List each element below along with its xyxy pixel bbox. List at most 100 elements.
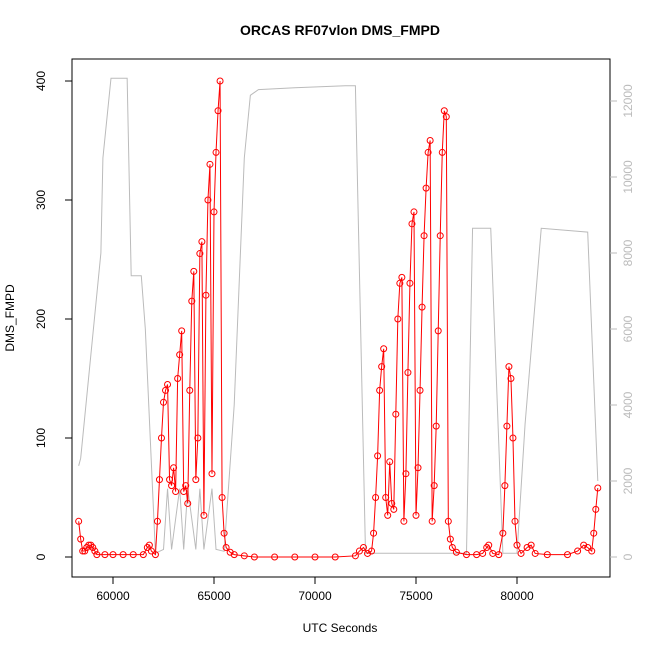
data-point	[499, 529, 507, 537]
data-point	[434, 327, 442, 335]
data-point	[176, 351, 184, 359]
data-point	[386, 458, 394, 466]
data-point	[390, 505, 398, 513]
data-point	[398, 273, 406, 281]
data-point	[216, 77, 224, 85]
data-point	[331, 553, 339, 561]
data-point	[81, 547, 89, 555]
data-point	[192, 476, 200, 484]
data-point	[151, 551, 159, 559]
y2-tick-label: 4000	[621, 391, 635, 418]
data-point	[174, 375, 182, 383]
data-point	[172, 488, 180, 496]
data-point	[424, 148, 432, 156]
data-point	[531, 549, 539, 557]
data-point	[89, 543, 97, 551]
data-point	[412, 511, 420, 519]
data-point	[220, 529, 228, 537]
data-point	[404, 369, 412, 377]
data-point	[432, 422, 440, 430]
data-point	[420, 232, 428, 240]
y2-tick-label: 8000	[621, 239, 635, 266]
data-point	[291, 553, 299, 561]
data-point	[380, 345, 388, 353]
data-point	[79, 547, 87, 555]
chart-title: ORCAS RF07vlon DMS_FMPD	[240, 22, 440, 38]
data-point	[368, 547, 376, 555]
data-point	[374, 452, 382, 460]
data-point	[164, 380, 172, 388]
data-point	[196, 250, 204, 258]
data-point	[200, 511, 208, 519]
data-point	[190, 267, 198, 275]
data-point	[452, 548, 460, 556]
data-point	[394, 315, 402, 323]
data-point	[507, 375, 515, 383]
x-tick-label: 65000	[197, 589, 231, 603]
x-tick-label: 80000	[500, 589, 534, 603]
data-point	[222, 543, 230, 551]
data-point	[170, 464, 178, 472]
data-point	[119, 551, 127, 559]
data-point	[311, 553, 319, 561]
y2-tick-label: 12000	[621, 84, 635, 118]
data-point	[463, 551, 471, 559]
data-point	[588, 547, 596, 555]
data-point	[147, 547, 155, 555]
data-point	[370, 529, 378, 537]
y-axis-label: DMS_FMPD	[3, 284, 17, 352]
data-point	[422, 184, 430, 192]
data-point	[180, 488, 188, 496]
data-point	[351, 552, 359, 560]
data-point	[418, 303, 426, 311]
data-point	[178, 327, 186, 335]
data-point	[495, 551, 503, 559]
y-tick-label: 200	[34, 309, 48, 329]
data-point	[513, 541, 521, 549]
data-point	[590, 529, 598, 537]
x-tick-label: 75000	[399, 589, 433, 603]
data-point	[442, 113, 450, 121]
data-point	[218, 494, 226, 502]
x-tick-label: 60000	[96, 589, 130, 603]
data-point	[408, 220, 416, 228]
data-point	[563, 551, 571, 559]
data-point	[503, 422, 511, 430]
data-point	[157, 434, 165, 442]
data-point	[406, 279, 414, 287]
data-point	[166, 476, 174, 484]
data-point	[543, 551, 551, 559]
series-line	[78, 80, 599, 558]
data-point	[208, 470, 216, 478]
data-point	[448, 543, 456, 551]
data-point	[584, 543, 592, 551]
data-point	[594, 484, 602, 492]
y2-tick-label: 0	[621, 553, 635, 560]
x-tick-label: 70000	[298, 589, 332, 603]
data-point	[186, 386, 194, 394]
data-point	[182, 482, 190, 490]
data-point	[440, 107, 448, 115]
data-point	[355, 547, 363, 555]
data-point	[574, 547, 582, 555]
data-point	[444, 517, 452, 525]
y-tick-label: 100	[34, 428, 48, 448]
series-line	[78, 77, 599, 554]
plot-frame	[71, 58, 611, 578]
data-point	[438, 148, 446, 156]
data-point	[446, 535, 454, 543]
data-point	[509, 434, 517, 442]
data-point	[194, 434, 202, 442]
data-point	[372, 494, 380, 502]
data-point	[160, 398, 168, 406]
data-point	[479, 549, 487, 557]
data-point	[388, 499, 396, 507]
data-point	[376, 386, 384, 394]
data-point	[101, 551, 109, 559]
data-point	[414, 464, 422, 472]
data-point	[527, 541, 535, 549]
data-point	[145, 541, 153, 549]
data-point	[250, 553, 258, 561]
data-point	[168, 482, 176, 490]
data-point	[153, 517, 161, 525]
